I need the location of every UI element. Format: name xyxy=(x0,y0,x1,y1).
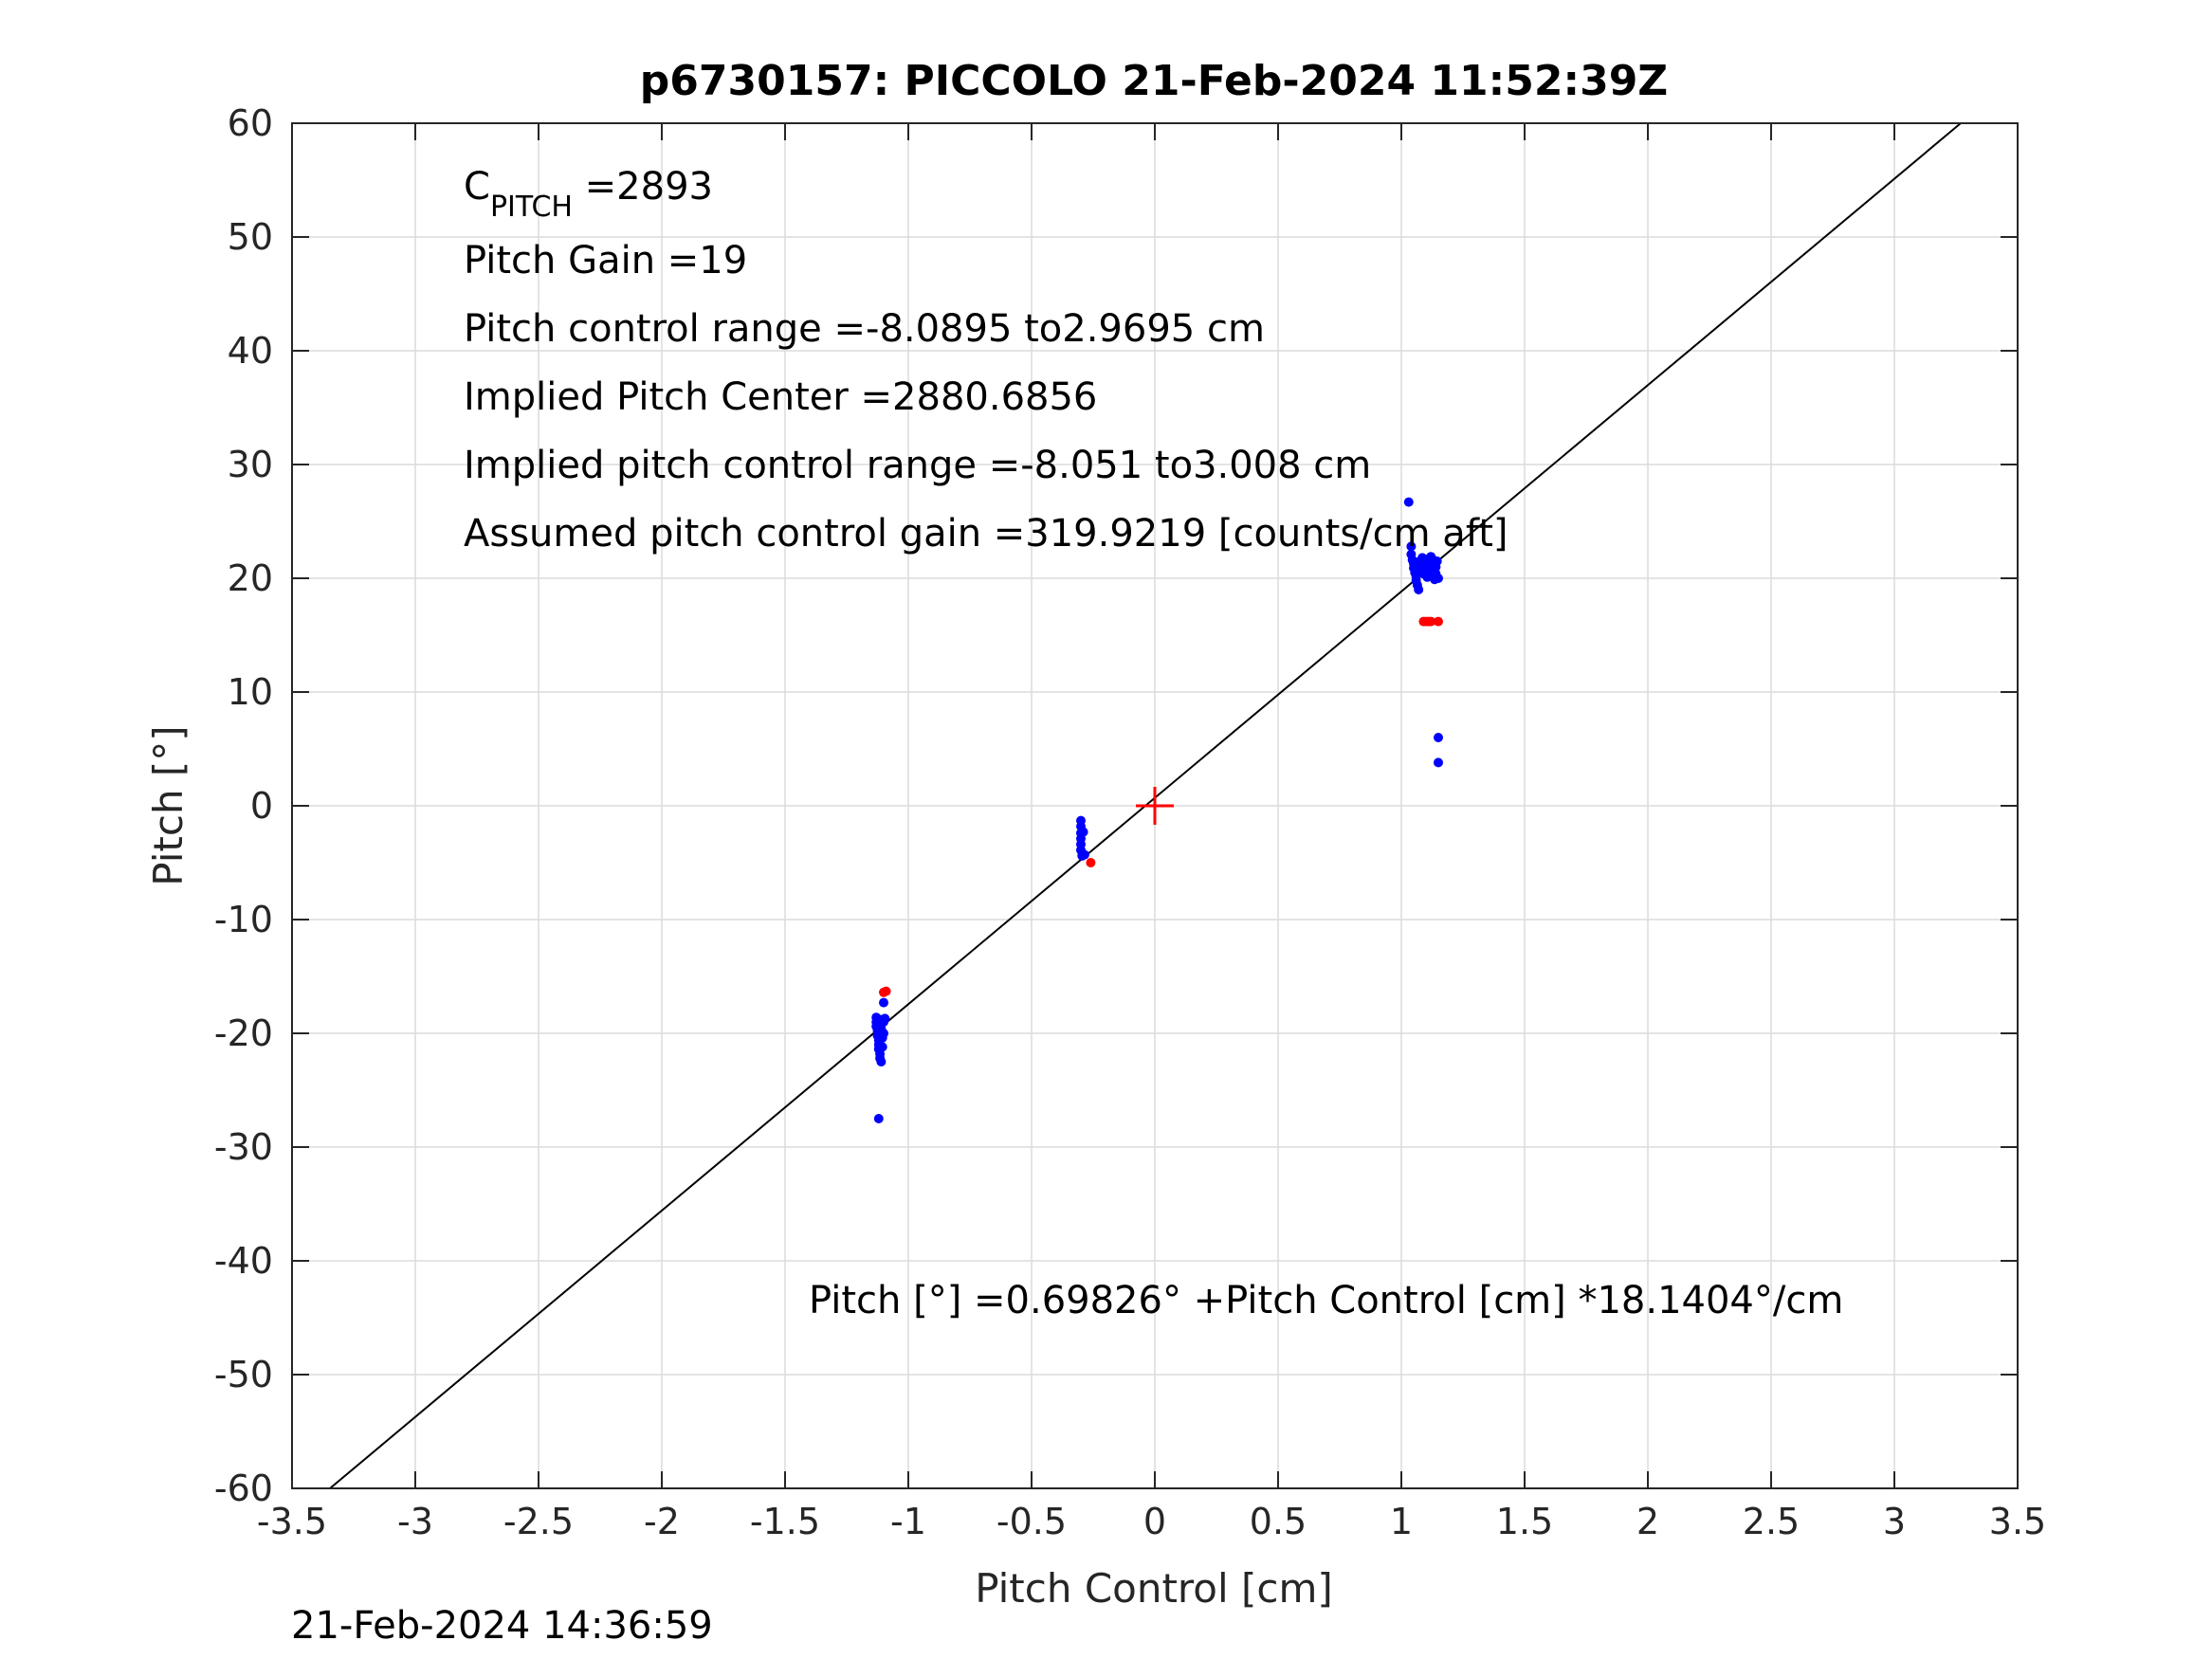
data-point xyxy=(1432,556,1442,566)
y-tick-label: 0 xyxy=(250,785,273,827)
x-tick-label: -1.5 xyxy=(750,1501,820,1542)
y-tick-label: 50 xyxy=(228,216,273,258)
data-point xyxy=(1434,733,1443,742)
data-point xyxy=(1079,849,1089,860)
cpitch-main: C xyxy=(464,165,490,209)
data-point xyxy=(1086,858,1096,867)
y-tick-label: 40 xyxy=(228,330,273,372)
y-tick-labels: -60 -50 -40 -30 -20 -10 0 10 20 30 40 50 60 xyxy=(214,102,273,1509)
data-point xyxy=(879,997,888,1008)
x-tick-label: 0.5 xyxy=(1250,1501,1307,1542)
implied-center-annotation: Implied Pitch Center =2880.6856 xyxy=(464,375,1097,419)
x-tick-label: -3 xyxy=(397,1501,433,1542)
data-point xyxy=(1426,616,1436,627)
data-point xyxy=(876,1057,887,1066)
x-tick-label: 3.5 xyxy=(1989,1501,2046,1542)
x-tick-label: 0 xyxy=(1143,1501,1166,1542)
data-point xyxy=(1434,574,1443,583)
data-point xyxy=(879,1029,888,1038)
y-tick-label: 20 xyxy=(228,557,273,599)
fit-equation-annotation: Pitch [°] =0.69826° +Pitch Control [cm] … xyxy=(809,1279,1843,1322)
axes-box xyxy=(291,122,2019,1489)
cpitch-subscript: PITCH xyxy=(490,191,573,224)
y-tick-label: -20 xyxy=(214,1012,273,1054)
control-range-annotation: Pitch control range =-8.0895 to2.9695 cm xyxy=(464,307,1265,351)
assumed-gain-annotation: Assumed pitch control gain =319.9219 [co… xyxy=(464,512,1508,556)
x-tick-label: 3 xyxy=(1883,1501,1906,1542)
cpitch-value: =2893 xyxy=(573,165,713,209)
x-axis-label: Pitch Control [cm] xyxy=(975,1565,1333,1612)
x-tick-labels: -3.5 -3 -2.5 -2 -1.5 -1 -0.5 0 0.5 1 1.5 2 2.5 3 3.5 xyxy=(257,1501,2046,1542)
data-point xyxy=(1078,827,1088,837)
cpitch-annotation: CPITCH =2893 xyxy=(464,165,713,224)
x-tick-label: -1 xyxy=(890,1501,926,1542)
y-tick-label: 30 xyxy=(228,444,273,485)
data-point xyxy=(1434,616,1443,627)
data-point xyxy=(877,1042,887,1052)
data-point xyxy=(1406,541,1417,552)
y-tick-label: -40 xyxy=(214,1240,273,1282)
timestamp: 21-Feb-2024 14:36:59 xyxy=(291,1604,713,1648)
x-tick-label: -2.5 xyxy=(503,1501,574,1542)
data-point xyxy=(873,1114,884,1123)
y-tick-label: 60 xyxy=(228,102,273,144)
data-point xyxy=(1403,497,1414,507)
pitch-gain-annotation: Pitch Gain =19 xyxy=(464,239,747,283)
data-point xyxy=(1414,585,1424,594)
y-tick-label: -30 xyxy=(214,1126,273,1168)
y-tick-label: -50 xyxy=(214,1354,273,1395)
y-tick-label: -10 xyxy=(214,899,273,940)
x-tick-label: 2.5 xyxy=(1743,1501,1800,1542)
x-tick-label: 1 xyxy=(1390,1501,1413,1542)
x-tick-label: -2 xyxy=(644,1501,680,1542)
x-tick-label: 2 xyxy=(1636,1501,1659,1542)
center-marker xyxy=(1136,787,1174,825)
implied-range-annotation: Implied pitch control range =-8.051 to3.… xyxy=(464,444,1371,487)
data-point xyxy=(880,1013,890,1024)
data-point xyxy=(1434,757,1443,768)
y-tick-label: 10 xyxy=(228,671,273,713)
y-tick-label: -60 xyxy=(214,1468,273,1509)
x-tick-label: -3.5 xyxy=(257,1501,327,1542)
data-point xyxy=(879,987,888,997)
x-tick-label: -0.5 xyxy=(996,1501,1067,1542)
x-tick-label: 1.5 xyxy=(1496,1501,1553,1542)
chart-title: p6730157: PICCOLO 21-Feb-2024 11:52:39Z xyxy=(640,57,1668,105)
axis-ticks xyxy=(291,122,2019,1489)
y-axis-label: Pitch [°] xyxy=(145,725,192,885)
data-points xyxy=(871,497,1443,1123)
